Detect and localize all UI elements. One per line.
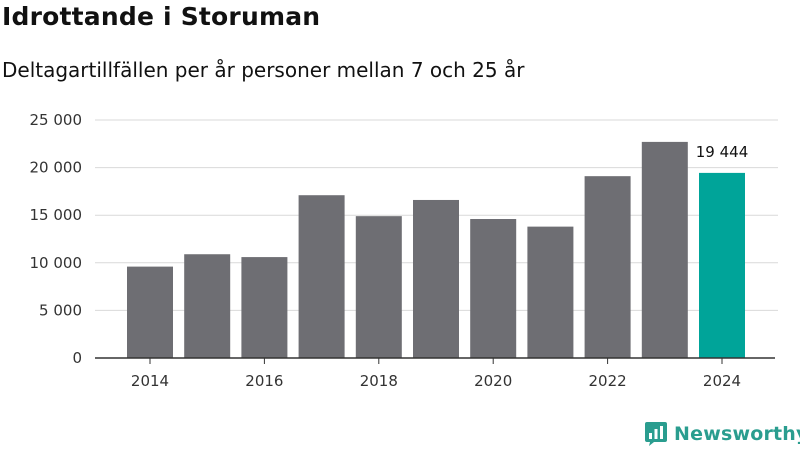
newsworthy-logo-icon xyxy=(645,422,667,446)
chart-subtitle: Deltagartillfällen per år personer mella… xyxy=(2,58,525,82)
data-label: 19 444 xyxy=(696,143,749,161)
x-tick-label: 2016 xyxy=(245,372,283,390)
bar-2021 xyxy=(527,226,574,358)
y-tick-label: 25 000 xyxy=(30,111,83,129)
bar-2022 xyxy=(584,176,631,358)
bar-2015 xyxy=(184,254,231,358)
y-tick-label: 5 000 xyxy=(39,301,82,319)
bar-2020 xyxy=(470,219,517,358)
bar-2018 xyxy=(355,216,402,358)
y-tick-label: 20 000 xyxy=(30,159,83,177)
bar-2017 xyxy=(298,195,345,358)
bar-2019 xyxy=(413,199,459,358)
x-tick-label: 2018 xyxy=(360,372,398,390)
brand-name: Newsworthy xyxy=(674,423,800,445)
x-tick-label: 2014 xyxy=(131,372,169,390)
bar-2024 xyxy=(699,172,745,358)
x-tick-label: 2022 xyxy=(589,372,627,390)
y-tick-label: 15 000 xyxy=(30,206,83,224)
x-tick-label: 2024 xyxy=(703,372,741,390)
brand-footer: Newsworthy xyxy=(644,421,800,447)
bar-2014 xyxy=(127,266,173,358)
bar-2023 xyxy=(641,141,688,358)
bar-2016 xyxy=(241,257,288,358)
y-tick-label: 0 xyxy=(72,349,82,367)
x-tick-label: 2020 xyxy=(474,372,512,390)
chart-title: Idrottande i Storuman xyxy=(2,2,321,31)
y-tick-label: 10 000 xyxy=(30,254,83,272)
